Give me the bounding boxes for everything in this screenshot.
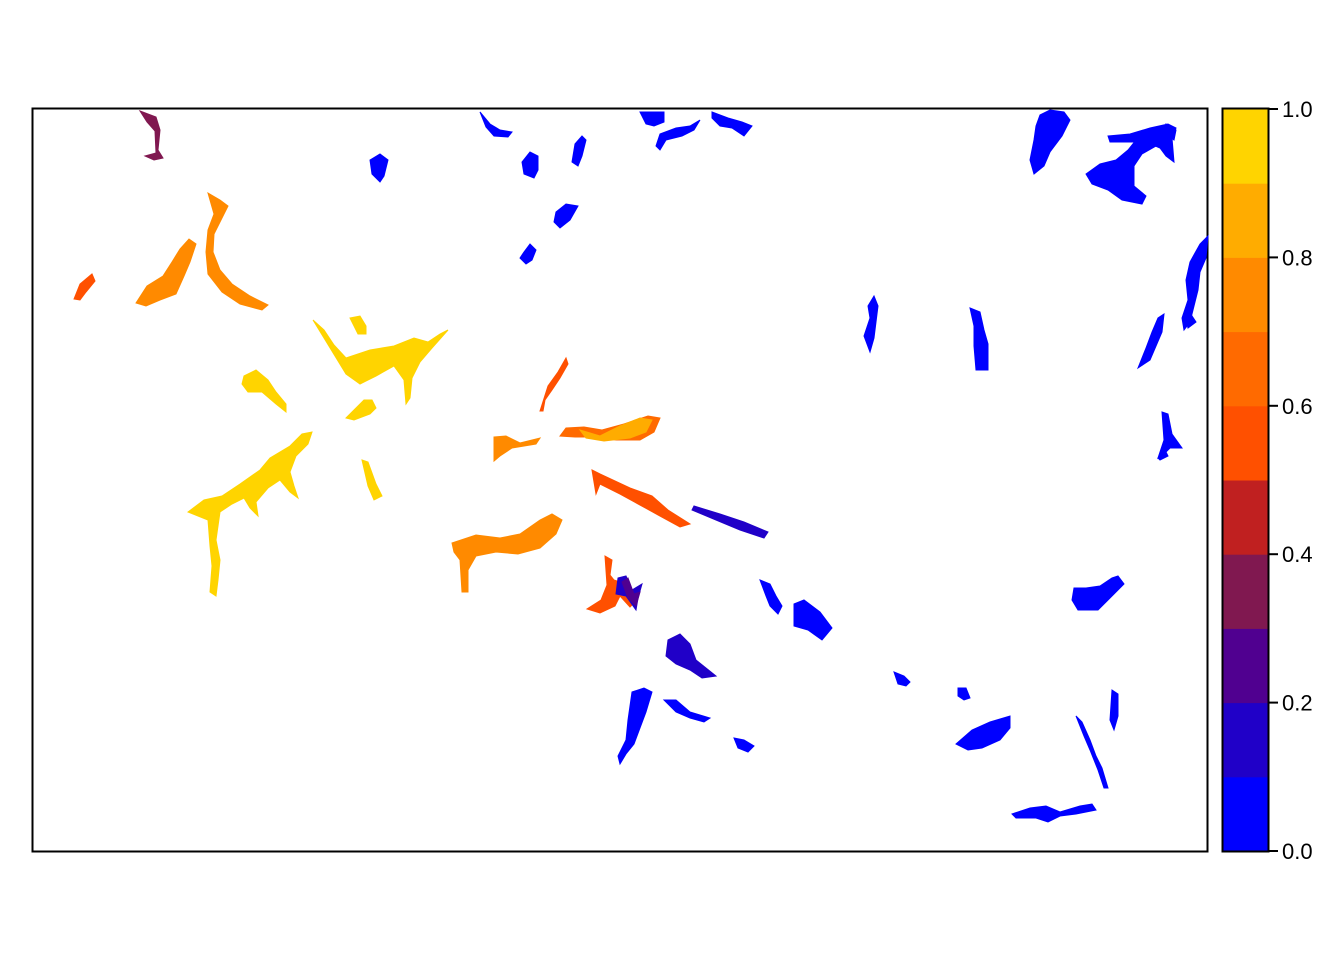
raster-patch [793, 599, 833, 641]
legend-tick-label: 0.2 [1282, 691, 1313, 716]
raster-patch [493, 435, 542, 463]
legend-tick-label: 0.0 [1282, 839, 1313, 864]
raster-patch [733, 737, 755, 753]
raster-patch [361, 459, 383, 501]
raster-patch [662, 699, 712, 723]
raster-patch [621, 577, 641, 607]
raster-patch [539, 356, 569, 412]
raster-patch [655, 119, 701, 151]
raster-patch [585, 555, 635, 614]
legend-color-bin [1223, 480, 1268, 555]
raster-patch [893, 671, 911, 687]
raster-patch [1157, 411, 1183, 460]
legend-tick-label: 1.0 [1282, 97, 1313, 122]
raster-patch [1136, 312, 1165, 370]
raster-patch [451, 513, 563, 593]
legend-tick-labels: 0.0 0.2 0.4 0.6 0.8 1.0 [1282, 97, 1313, 864]
raster-patch [479, 111, 513, 138]
raster-patch [138, 110, 164, 161]
legend-tick-label: 0.6 [1282, 394, 1313, 419]
raster-patch [345, 399, 377, 421]
raster-patch [957, 687, 971, 701]
legend-color-bin [1223, 776, 1268, 852]
raster-patch [1185, 315, 1197, 329]
raster-patch [617, 687, 653, 766]
raster-patch [665, 633, 718, 679]
raster-patch [1107, 123, 1177, 164]
legend-frame [1221, 107, 1270, 853]
raster-patch [241, 369, 287, 414]
raster-patch [73, 273, 96, 301]
legend-tick-label: 0.8 [1282, 245, 1313, 270]
legend-color-bin [1223, 554, 1268, 629]
raster-patch [553, 203, 579, 229]
raster-patch [1075, 715, 1109, 789]
raster-patch [969, 307, 989, 371]
raster-patch [1071, 575, 1125, 611]
raster-patch [521, 151, 539, 179]
legend-color-bin [1223, 331, 1268, 407]
legend-color-bins [1223, 109, 1268, 852]
legend-color-bin [1223, 405, 1268, 481]
raster-patch [1165, 123, 1177, 141]
legend-tick-label: 0.4 [1282, 542, 1313, 567]
legend-ticks [1268, 108, 1278, 852]
legend-color-bin [1223, 109, 1268, 184]
raster-patch [578, 417, 653, 442]
raster-patch [1011, 803, 1097, 823]
raster-patch [135, 238, 197, 307]
raster-patch [955, 715, 1011, 751]
legend-color-bin [1223, 702, 1268, 778]
raster-patch [186, 431, 313, 597]
raster-patch [863, 294, 879, 354]
raster-patches [73, 109, 1209, 823]
raster-patch [691, 505, 769, 539]
raster-patch [369, 153, 389, 183]
raster-patch [1181, 234, 1209, 332]
raster-patch [711, 111, 753, 137]
raster-patch [1109, 689, 1119, 732]
color-legend: 0.0 0.2 0.4 0.6 0.8 1.0 [1221, 97, 1313, 864]
raster-patch [1085, 133, 1163, 205]
raster-patch [639, 111, 665, 127]
legend-color-bin [1223, 183, 1268, 258]
raster-patch [205, 191, 269, 311]
raster-patch [1157, 451, 1169, 461]
raster-patch [349, 315, 367, 335]
legend-color-bin [1223, 628, 1268, 704]
raster-patch [1029, 109, 1071, 175]
raster-patch [571, 135, 587, 167]
raster-patch [312, 319, 449, 406]
raster-patch [591, 469, 692, 528]
legend-color-bin [1223, 257, 1268, 333]
raster-patch [519, 243, 537, 265]
map-panel-frame [31, 107, 1209, 853]
raster-patch [759, 579, 783, 615]
